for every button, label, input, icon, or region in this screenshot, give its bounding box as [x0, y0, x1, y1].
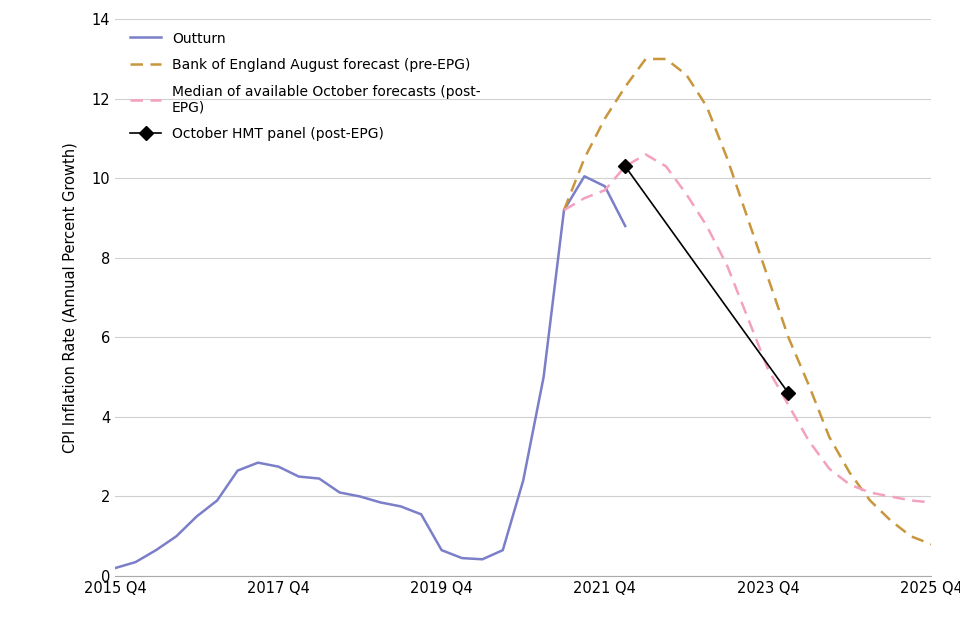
- Bank of England August forecast (pre-EPG): [925, 540, 937, 548]
- Bank of England August forecast (pre-EPG): [619, 83, 631, 91]
- Outturn: [334, 489, 346, 497]
- Outturn: [150, 547, 161, 554]
- Median of available October forecasts (post-
EPG): [640, 150, 652, 158]
- Median of available October forecasts (post-
EPG): [599, 186, 611, 194]
- Bank of England August forecast (pre-EPG): [824, 433, 835, 440]
- Bank of England August forecast (pre-EPG): [660, 55, 672, 63]
- Outturn: [374, 499, 386, 506]
- Line: Bank of England August forecast (pre-EPG): Bank of England August forecast (pre-EPG…: [564, 59, 931, 544]
- Bank of England August forecast (pre-EPG): [722, 155, 733, 163]
- Outturn: [436, 547, 447, 554]
- Median of available October forecasts (post-
EPG): [885, 493, 897, 500]
- Bank of England August forecast (pre-EPG): [599, 115, 611, 122]
- Median of available October forecasts (post-
EPG): [762, 365, 774, 373]
- Outturn: [293, 473, 304, 481]
- Outturn: [497, 547, 509, 554]
- Outturn: [191, 513, 203, 520]
- Median of available October forecasts (post-
EPG): [660, 163, 672, 170]
- Outturn: [211, 497, 223, 504]
- Outturn: [109, 564, 121, 572]
- Outturn: [396, 502, 407, 510]
- Bank of England August forecast (pre-EPG): [742, 214, 754, 222]
- Median of available October forecasts (post-
EPG): [925, 499, 937, 506]
- Bank of England August forecast (pre-EPG): [762, 274, 774, 282]
- Bank of England August forecast (pre-EPG): [864, 497, 876, 504]
- Median of available October forecasts (post-
EPG): [619, 163, 631, 170]
- Legend: Outturn, Bank of England August forecast (pre-EPG), Median of available October : Outturn, Bank of England August forecast…: [131, 32, 481, 141]
- Line: October HMT panel (post-EPG): October HMT panel (post-EPG): [620, 161, 793, 398]
- Outturn: [619, 222, 631, 230]
- Y-axis label: CPI Inflation Rate (Annual Percent Growth): CPI Inflation Rate (Annual Percent Growt…: [62, 142, 78, 453]
- Median of available October forecasts (post-
EPG): [681, 190, 692, 198]
- Outturn: [456, 554, 468, 562]
- Outturn: [273, 463, 284, 470]
- Bank of England August forecast (pre-EPG): [885, 516, 897, 524]
- Line: Median of available October forecasts (post-
EPG): Median of available October forecasts (p…: [564, 154, 931, 502]
- Bank of England August forecast (pre-EPG): [782, 333, 794, 341]
- Bank of England August forecast (pre-EPG): [640, 55, 652, 63]
- Median of available October forecasts (post-
EPG): [824, 465, 835, 472]
- Median of available October forecasts (post-
EPG): [579, 195, 590, 202]
- Bank of England August forecast (pre-EPG): [905, 532, 917, 540]
- Outturn: [354, 493, 366, 500]
- Line: Outturn: Outturn: [115, 176, 625, 568]
- Bank of England August forecast (pre-EPG): [803, 381, 814, 389]
- Median of available October forecasts (post-
EPG): [559, 206, 570, 214]
- Outturn: [252, 459, 264, 467]
- Median of available October forecasts (post-
EPG): [864, 489, 876, 497]
- Outturn: [130, 558, 141, 566]
- Median of available October forecasts (post-
EPG): [905, 497, 917, 504]
- October HMT panel (post-EPG): [619, 163, 631, 170]
- Outturn: [559, 206, 570, 214]
- Outturn: [599, 182, 611, 190]
- Outturn: [313, 475, 324, 483]
- Outturn: [579, 172, 590, 180]
- Median of available October forecasts (post-
EPG): [782, 401, 794, 409]
- Outturn: [477, 556, 489, 563]
- October HMT panel (post-EPG): [782, 389, 794, 397]
- Median of available October forecasts (post-
EPG): [803, 437, 814, 445]
- Bank of England August forecast (pre-EPG): [559, 206, 570, 214]
- Median of available October forecasts (post-
EPG): [701, 222, 712, 230]
- Median of available October forecasts (post-
EPG): [742, 314, 754, 321]
- Outturn: [232, 467, 244, 474]
- Bank of England August forecast (pre-EPG): [579, 155, 590, 163]
- Bank of England August forecast (pre-EPG): [701, 103, 712, 111]
- Outturn: [171, 532, 182, 540]
- Median of available October forecasts (post-
EPG): [722, 262, 733, 269]
- Outturn: [517, 477, 529, 484]
- Outturn: [538, 373, 549, 381]
- Outturn: [416, 511, 427, 518]
- Bank of England August forecast (pre-EPG): [681, 71, 692, 79]
- Bank of England August forecast (pre-EPG): [844, 468, 855, 476]
- Median of available October forecasts (post-
EPG): [844, 481, 855, 488]
